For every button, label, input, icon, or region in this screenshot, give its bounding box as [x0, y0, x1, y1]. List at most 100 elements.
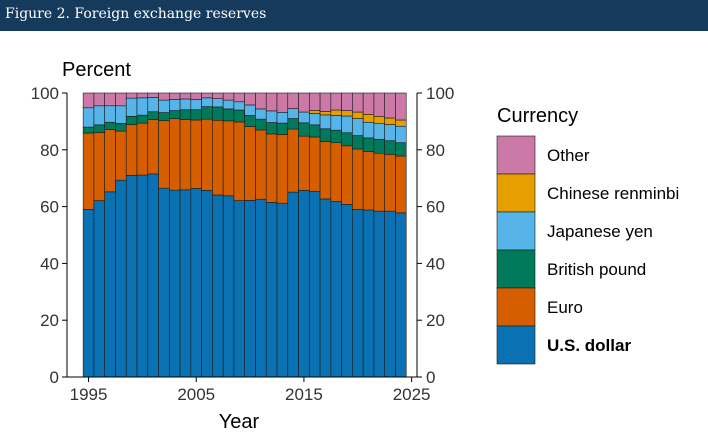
y-tick-label-left-20: 20 [40, 311, 59, 330]
bar-british-pound-2008 [222, 108, 235, 122]
bar-other-2013 [276, 92, 289, 113]
bar-japanese-yen-2007 [212, 98, 224, 108]
bars-group [82, 92, 407, 378]
bar-british-pound-1997 [104, 121, 116, 130]
bar-other-2010 [244, 92, 256, 106]
legend-swatch-japanese-yen [496, 211, 536, 251]
bar-u-s-dollar-2012 [265, 202, 278, 378]
y-tick-label-right-60: 60 [426, 198, 445, 217]
bar-japanese-yen-2001 [147, 97, 159, 113]
bar-euro-2022 [373, 152, 385, 212]
bar-euro-2023 [384, 154, 396, 212]
bar-u-s-dollar-1995 [82, 209, 95, 378]
bar-u-s-dollar-2014 [287, 191, 299, 378]
bar-japanese-yen-2003 [169, 99, 181, 111]
bar-euro-2000 [136, 122, 149, 176]
bar-japanese-yen-2000 [136, 97, 149, 116]
bar-other-2022 [373, 92, 385, 117]
bar-japanese-yen-2023 [384, 124, 396, 142]
bar-chinese-renminbi-2021 [362, 114, 375, 123]
bar-u-s-dollar-2000 [136, 174, 149, 378]
bar-british-pound-2020 [352, 135, 364, 150]
bar-euro-2007 [212, 119, 224, 196]
bar-british-pound-2024 [395, 142, 407, 157]
bar-other-2012 [265, 92, 278, 112]
bar-japanese-yen-2019 [341, 115, 353, 134]
bar-euro-1999 [125, 124, 138, 176]
bar-japanese-yen-2016 [309, 113, 321, 126]
bar-british-pound-2011 [255, 118, 267, 131]
bar-other-2014 [287, 92, 299, 109]
bar-u-s-dollar-2015 [298, 190, 310, 378]
bar-euro-1998 [115, 130, 127, 181]
bar-u-s-dollar-2013 [276, 202, 289, 378]
legend-swatch-u-s-dollar [496, 325, 536, 365]
x-tick-label-2015: 2015 [285, 385, 323, 404]
x-tick-label-2025: 2025 [393, 385, 431, 404]
y-tick-label-right-40: 40 [426, 254, 445, 273]
bar-u-s-dollar-1996 [93, 200, 105, 378]
bar-u-s-dollar-2020 [352, 209, 364, 378]
bar-u-s-dollar-2007 [212, 194, 224, 378]
bar-british-pound-2015 [298, 122, 310, 137]
axes-group: 0 0 20 20 40 40 60 60 80 80 100 100 1995 2005 2015 2025 [31, 84, 455, 404]
bar-japanese-yen-2010 [244, 104, 256, 116]
bar-japanese-yen-2015 [298, 111, 310, 124]
bar-japanese-yen-2011 [255, 108, 267, 120]
bar-other-2024 [395, 92, 407, 121]
x-axis-label: Year [219, 411, 260, 433]
bar-british-pound-2016 [309, 124, 321, 138]
bar-japanese-yen-2012 [265, 110, 278, 123]
bar-u-s-dollar-1998 [115, 179, 127, 378]
bar-british-pound-2000 [136, 114, 149, 124]
legend-swatch-euro [496, 287, 536, 327]
bar-euro-2021 [362, 151, 375, 211]
bar-other-2000 [136, 92, 149, 99]
legend: Other Chinese renminbi Japanese yen British… [496, 135, 679, 365]
bar-british-pound-2002 [158, 112, 170, 121]
bar-japanese-yen-1999 [125, 97, 138, 117]
y-axis-top-label: Percent [62, 59, 131, 81]
bar-other-2021 [362, 92, 375, 115]
bar-euro-2017 [319, 141, 332, 200]
bar-euro-2012 [265, 133, 278, 203]
bar-japanese-yen-1995 [82, 107, 95, 128]
bar-british-pound-2019 [341, 132, 353, 147]
bar-u-s-dollar-2008 [222, 195, 235, 378]
bar-u-s-dollar-2024 [395, 212, 407, 378]
bar-u-s-dollar-2021 [362, 209, 375, 378]
y-tick-label-right-20: 20 [426, 311, 445, 330]
bar-japanese-yen-2009 [233, 101, 245, 111]
y-tick-label-right-100: 100 [426, 84, 454, 103]
bar-british-pound-2005 [190, 109, 202, 121]
bar-other-2002 [158, 92, 170, 101]
bar-japanese-yen-2020 [352, 118, 364, 136]
bar-chinese-renminbi-2016 [309, 110, 321, 114]
bar-other-2003 [169, 92, 181, 100]
bar-chinese-renminbi-2023 [384, 117, 396, 125]
figure-header: Figure 2. Foreign exchange reserves [0, 0, 708, 31]
bar-other-2005 [190, 92, 202, 100]
bar-u-s-dollar-2018 [330, 201, 342, 378]
bar-british-pound-2017 [319, 128, 332, 142]
bar-british-pound-2013 [276, 122, 289, 135]
bar-british-pound-2023 [384, 140, 396, 155]
bar-british-pound-2009 [233, 109, 245, 123]
bar-other-1996 [93, 92, 105, 107]
bar-british-pound-2021 [362, 137, 375, 152]
bar-british-pound-2001 [147, 111, 159, 120]
bar-chinese-renminbi-2019 [341, 110, 353, 117]
bar-u-s-dollar-1999 [125, 175, 138, 378]
x-tick-label-1995: 1995 [70, 385, 108, 404]
bar-japanese-yen-1996 [93, 105, 105, 126]
figure-title: Figure 2. Foreign exchange reserves [5, 6, 267, 22]
legend-swatch-chinese-renminbi [496, 173, 536, 213]
bar-other-2008 [222, 92, 235, 101]
bar-chinese-renminbi-2022 [373, 115, 385, 124]
bar-japanese-yen-2004 [179, 98, 192, 111]
bar-japanese-yen-2024 [395, 125, 407, 144]
bar-japanese-yen-2002 [158, 99, 170, 113]
bar-british-pound-2004 [179, 109, 192, 120]
bar-other-2019 [341, 92, 353, 111]
bar-u-s-dollar-2003 [169, 189, 181, 378]
